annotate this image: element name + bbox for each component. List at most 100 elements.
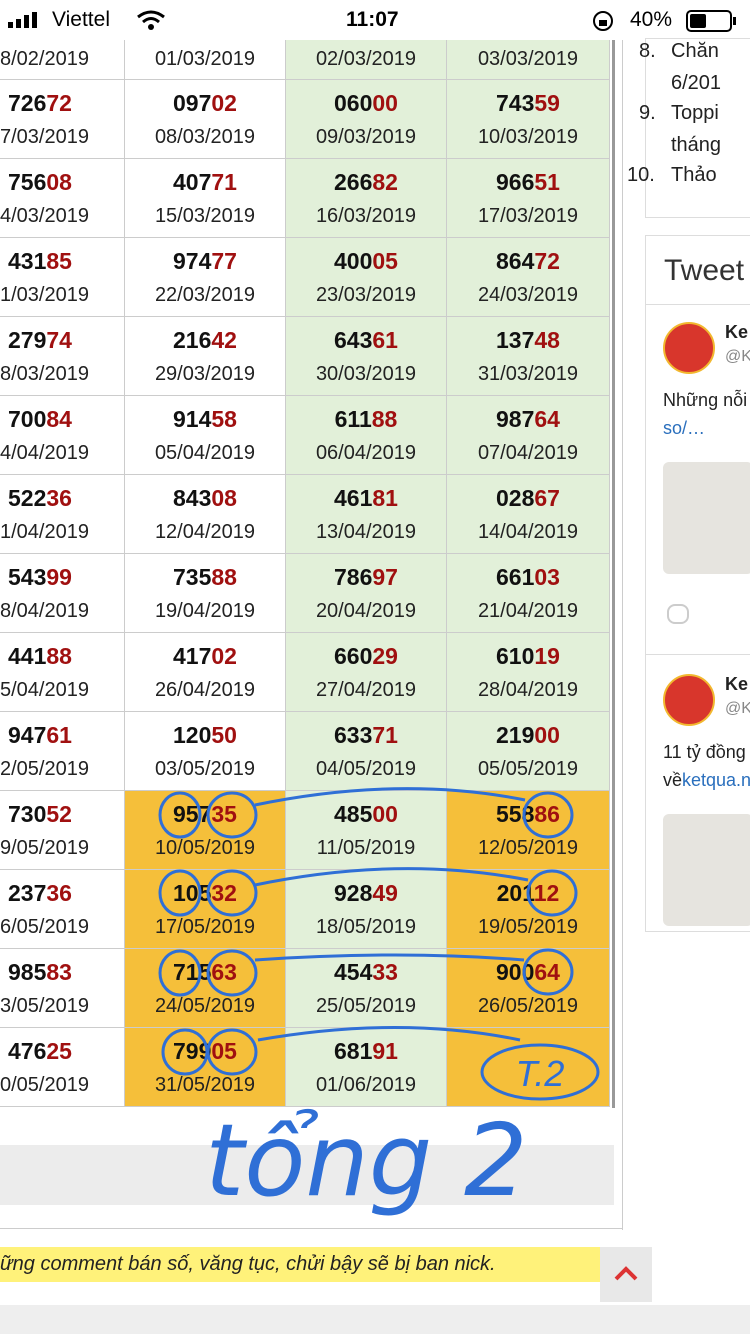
number-head: 216 [173,327,212,353]
handwritten-mark: T.2 [516,1053,565,1094]
circle [480,1043,600,1101]
number: 66103 [447,564,609,591]
table-cell: 13748 31/03/2019 [447,317,610,396]
table-cell: 40771 15/03/2019 [125,159,286,238]
number-head: 120 [173,722,212,748]
date: 09/03/2019 [315,126,417,148]
date: 30/03/2019 [315,363,417,385]
number-head: 610 [496,643,535,669]
number-head: 928 [334,880,373,906]
table-cell: 52236 1/04/2019 [0,475,125,554]
handwritten-sum: tổng 2 [205,1102,528,1219]
table-cell: 21900 05/05/2019 [447,712,610,791]
table-cell: 78697 20/04/2019 [286,554,447,633]
number-tail: 91 [372,1038,398,1064]
number-head: 237 [8,880,47,906]
date: 14/04/2019 [477,521,579,543]
number-tail: 35 [211,801,237,827]
number-tail: 05 [211,1038,237,1064]
date: 02/03/2019 [315,48,417,70]
number: 02867 [447,485,609,512]
number-head: 643 [334,327,373,353]
date: 19/05/2019 [477,916,579,938]
circle [161,1028,209,1076]
number: 68191 [286,1038,446,1065]
date: 05/04/2019 [154,442,256,464]
number: 44188 [8,643,124,670]
date: 9/05/2019 [0,837,89,859]
date: 24/03/2019 [477,284,579,306]
number-tail: 36 [46,880,72,906]
number: 74359 [447,90,609,117]
table-cell: 12050 03/05/2019 [125,712,286,791]
number-head: 843 [173,485,212,511]
date: 5/04/2019 [0,679,89,701]
number-tail: 83 [46,959,72,985]
number-head: 947 [8,722,47,748]
date: 1/04/2019 [0,521,89,543]
tweet-handle: @K [725,348,750,365]
number: 78697 [286,564,446,591]
circle [522,791,574,839]
date: 05/05/2019 [477,758,579,780]
number: 43185 [8,248,124,275]
number-head: 864 [496,248,535,274]
number-head: 137 [496,327,535,353]
table-cell: 06000 09/03/2019 [286,80,447,159]
number-head: 060 [334,90,373,116]
tweet-handle: @K [725,700,750,717]
number-tail: 82 [372,169,398,195]
table-cell: 09702 08/03/2019 [125,80,286,159]
date: 19/04/2019 [154,600,256,622]
battery-icon [686,10,736,32]
number-tail: 03 [534,564,560,590]
table-cell: 66103 21/04/2019 [447,554,610,633]
list-text: Thảo [671,164,717,186]
number: 21900 [447,722,609,749]
date: 8/02/2019 [0,48,89,70]
table-cell: 8/02/2019 [0,40,125,80]
number-head: 985 [8,959,47,985]
date: 17/05/2019 [154,916,256,938]
link-line [254,953,525,962]
list-text: 6/201 [671,72,722,94]
number: 71563 [125,959,285,986]
number-tail: 02 [211,90,237,116]
number-tail: 25 [46,1038,72,1064]
table-cell: 92849 18/05/2019 [286,870,447,949]
scroll-top-button[interactable] [600,1247,652,1302]
up-arrow [614,1266,638,1281]
list-number: 8. [639,40,656,62]
table-cell: 68191 01/06/2019 [286,1028,447,1107]
number: 92849 [286,880,446,907]
date: 21/04/2019 [477,600,579,622]
date: 8/03/2019 [0,363,89,385]
table-cell: 75608 4/03/2019 [0,159,125,238]
avatar [663,322,715,374]
number-head: 730 [8,801,47,827]
tweet-image [663,814,750,926]
number-tail: 64 [534,959,560,985]
link-line [257,1026,521,1042]
list-number: 9. [639,102,656,124]
number-tail: 77 [211,248,237,274]
footer-band [0,1305,750,1334]
number-tail: 33 [372,959,398,985]
table-cell: 21642 29/03/2019 [125,317,286,396]
date: 4/04/2019 [0,442,89,464]
number-head: 974 [173,248,212,274]
notice-text: ững comment bán số, văng tục, chửi bậy s… [0,1253,496,1275]
number: 40005 [286,248,446,275]
number: 97477 [125,248,285,275]
table-cell: 91458 05/04/2019 [125,396,286,475]
list-box [645,38,750,218]
date: 03/05/2019 [154,758,256,780]
number: 23736 [8,880,124,907]
gray-bar [0,1145,614,1205]
tweet-link: ketqua.n [682,770,750,790]
circle [526,869,578,917]
number-tail: 64 [534,406,560,432]
number: 48500 [286,801,446,828]
list-text: tháng [671,134,722,156]
date: 8/04/2019 [0,600,89,622]
